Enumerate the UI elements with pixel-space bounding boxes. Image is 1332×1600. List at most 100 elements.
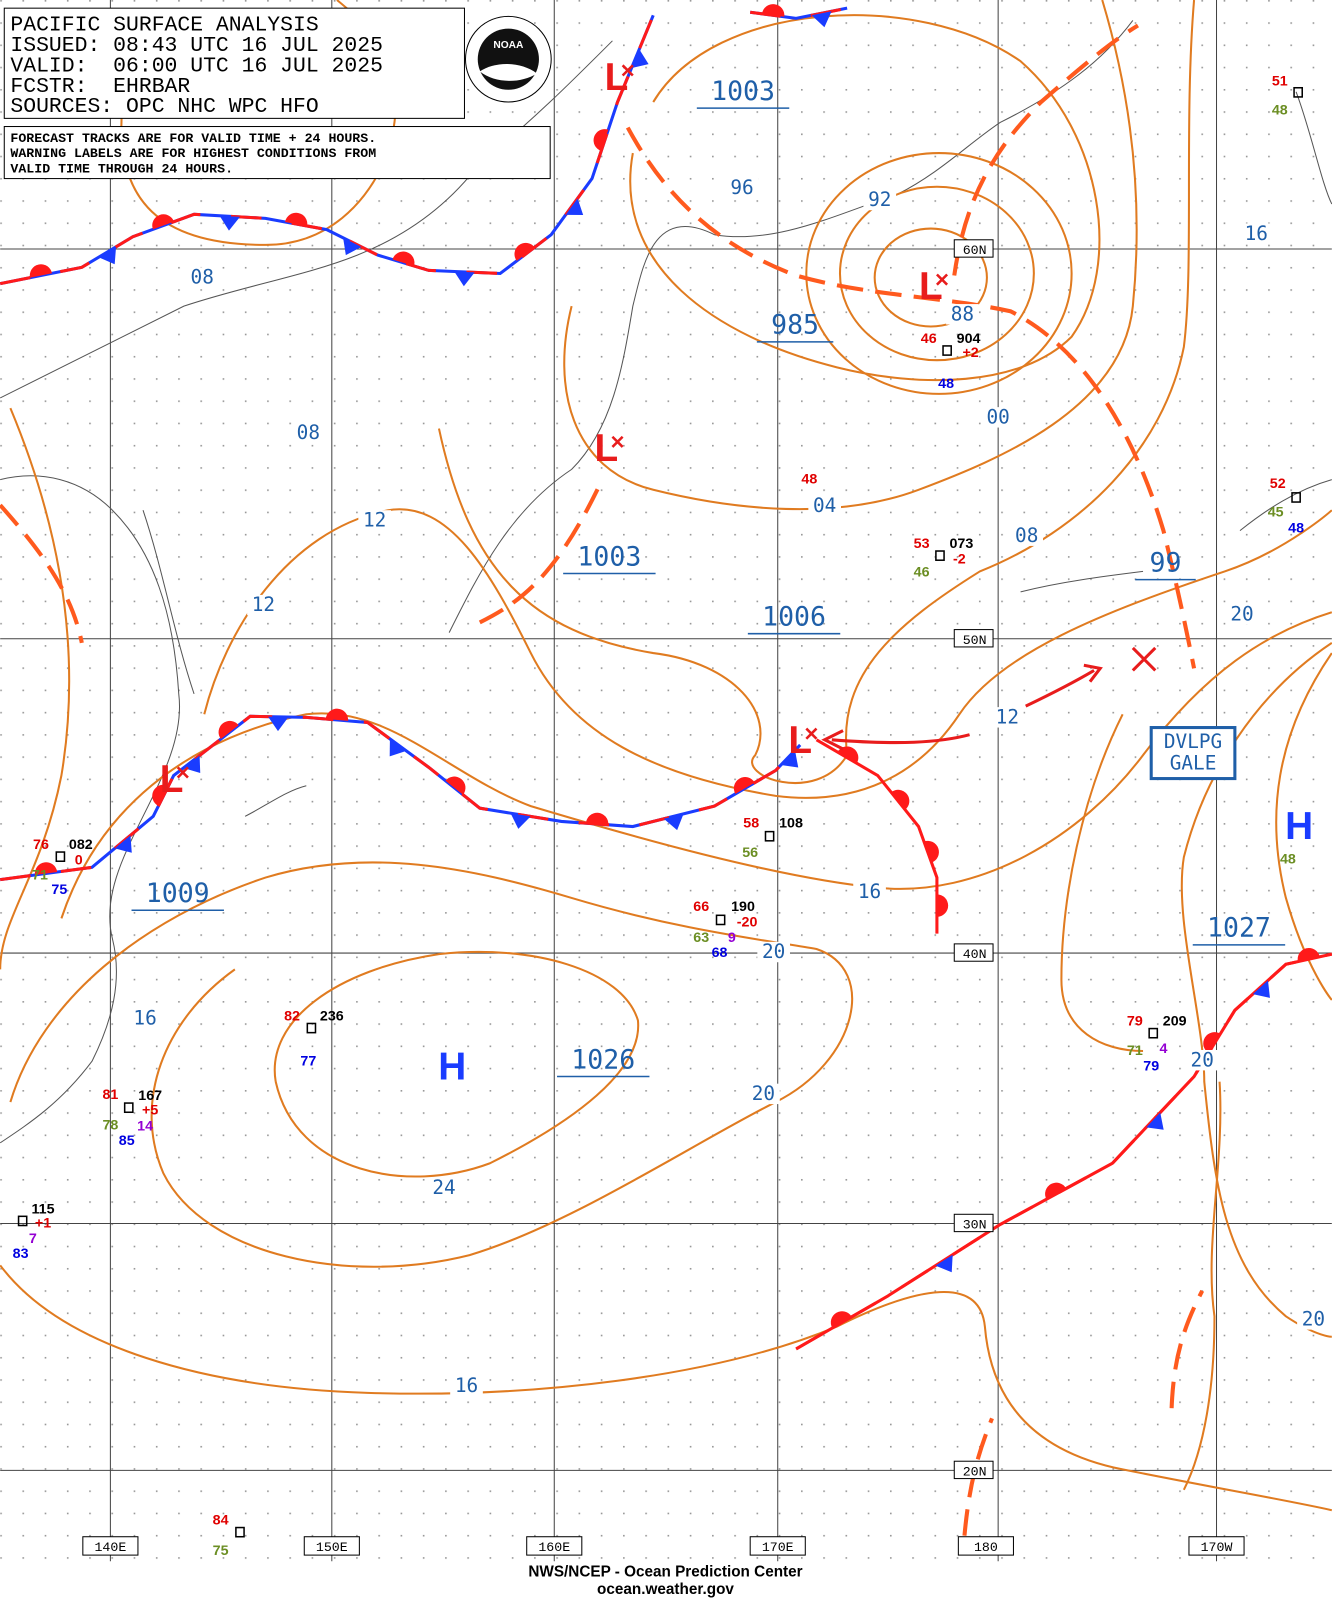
latitude-box bbox=[953, 239, 994, 258]
footer: ocean.weather.gov bbox=[597, 1581, 734, 1598]
station-value: 48 bbox=[1288, 521, 1304, 537]
longitude-box bbox=[1188, 1536, 1245, 1556]
isobar-label-bg bbox=[757, 941, 790, 963]
latitude-box bbox=[953, 1213, 994, 1233]
isobar-label: 12 bbox=[252, 593, 275, 616]
cold-symbol bbox=[935, 1254, 953, 1273]
station-value: 46 bbox=[914, 565, 930, 581]
cold-symbol bbox=[510, 813, 531, 829]
latitude-label: 20N bbox=[963, 1465, 987, 1480]
isobar-label-bg bbox=[185, 267, 219, 288]
warning-box bbox=[1149, 726, 1237, 781]
warm-symbol bbox=[891, 789, 910, 810]
latitude-box bbox=[953, 1460, 994, 1480]
station-value: +2 bbox=[962, 345, 978, 361]
isobar-label: 88 bbox=[951, 302, 974, 325]
station-marker bbox=[235, 1526, 245, 1538]
station-value: 48 bbox=[801, 472, 817, 488]
station-value: 56 bbox=[742, 845, 758, 861]
isobar-label-bg bbox=[991, 707, 1024, 728]
isobar-label: 08 bbox=[1015, 524, 1038, 547]
station-value: 77 bbox=[300, 1053, 316, 1069]
forecaster: FCSTR: EHRBAR bbox=[10, 75, 190, 99]
station-value: 108 bbox=[779, 816, 803, 832]
system-x bbox=[176, 766, 189, 779]
station-marker bbox=[1148, 1027, 1159, 1039]
header-frame bbox=[3, 7, 465, 119]
station-value: 52 bbox=[1270, 476, 1286, 492]
longitude-box bbox=[82, 1536, 139, 1556]
pressure-system: L bbox=[788, 719, 812, 762]
isobar-label: 20 bbox=[752, 1082, 775, 1105]
warm-symbol bbox=[936, 894, 949, 917]
cold-symbol bbox=[565, 198, 584, 216]
isobar-label: 00 bbox=[986, 405, 1009, 428]
warm-symbol bbox=[830, 1311, 852, 1329]
system-x bbox=[936, 273, 949, 286]
cold-symbol bbox=[780, 750, 799, 768]
logo-text: NOAA bbox=[493, 40, 524, 51]
front-line bbox=[0, 714, 802, 882]
station-value: 904 bbox=[957, 331, 981, 347]
station-value: +5 bbox=[142, 1102, 158, 1118]
station-value: 75 bbox=[213, 1543, 229, 1559]
station-value: 51 bbox=[1272, 74, 1288, 90]
station-value: 073 bbox=[950, 536, 974, 552]
cold-symbol bbox=[811, 11, 832, 28]
pressure-system: H bbox=[1285, 805, 1313, 848]
station-marker bbox=[942, 345, 952, 356]
isobar-label: 92 bbox=[868, 188, 891, 211]
isobar-label: 12 bbox=[996, 705, 1019, 728]
station-value: 48 bbox=[938, 376, 954, 392]
warning-text: DVLPG bbox=[1164, 730, 1222, 753]
warm-symbol bbox=[152, 784, 169, 806]
valid: VALID: 06:00 UTC 16 JUL 2025 bbox=[10, 54, 383, 78]
system-x bbox=[805, 727, 818, 740]
warm-symbol bbox=[325, 708, 349, 721]
warm-symbol bbox=[152, 214, 174, 230]
isobar-label-bg bbox=[247, 594, 280, 616]
station-value: 66 bbox=[693, 899, 709, 915]
isobar-label-bg bbox=[128, 1008, 162, 1029]
station-value: 81 bbox=[102, 1087, 118, 1103]
isobar-label-bg bbox=[427, 1177, 461, 1198]
header: PACIFIC SURFACE ANALYSIS ISSUED: 08:43 U… bbox=[3, 7, 552, 180]
isobar-label: 20 bbox=[1230, 602, 1253, 625]
station-value: +1 bbox=[35, 1216, 51, 1232]
station-value: 58 bbox=[743, 816, 759, 832]
notice-line: FORECAST TRACKS ARE FOR VALID TIME + 24 … bbox=[10, 131, 376, 146]
warm-symbol bbox=[593, 129, 609, 151]
station-value: -20 bbox=[737, 915, 758, 931]
station-marker bbox=[764, 830, 775, 842]
isobar-label-bg bbox=[808, 495, 841, 517]
front-line bbox=[0, 14, 655, 286]
cold-symbol bbox=[268, 716, 289, 732]
warm-symbol bbox=[29, 264, 53, 278]
warning-text: GALE bbox=[1170, 751, 1217, 774]
pressure-label: 1009 bbox=[146, 878, 210, 909]
station-marker bbox=[306, 1022, 317, 1034]
storm-tracks bbox=[821, 646, 1157, 751]
station-marker bbox=[715, 914, 726, 926]
longitude-label: 180 bbox=[974, 1540, 998, 1555]
isobar-label: 08 bbox=[297, 421, 320, 444]
longitude-label: 150E bbox=[316, 1540, 348, 1555]
longitude-box bbox=[303, 1536, 360, 1556]
station-value: 68 bbox=[712, 945, 728, 961]
sources: SOURCES: OPC NHC WPC HFO bbox=[10, 95, 318, 119]
isobar-label-bg bbox=[1239, 223, 1273, 244]
isobar-label: 12 bbox=[363, 509, 386, 532]
station-value: 71 bbox=[1127, 1043, 1143, 1059]
station-value: 209 bbox=[1163, 1014, 1187, 1030]
latitude-box bbox=[953, 629, 994, 648]
isobar-label: 08 bbox=[191, 266, 214, 289]
system-x bbox=[621, 64, 634, 77]
warm-symbol bbox=[1203, 1032, 1221, 1053]
isobar-label-bg bbox=[747, 1083, 780, 1105]
warm-symbol bbox=[837, 746, 859, 764]
pressure-label: 1006 bbox=[762, 602, 826, 633]
station-value: 79 bbox=[1143, 1058, 1159, 1074]
cold-symbol bbox=[98, 246, 117, 265]
system-x bbox=[611, 435, 624, 448]
station-value: 79 bbox=[1127, 1014, 1143, 1030]
